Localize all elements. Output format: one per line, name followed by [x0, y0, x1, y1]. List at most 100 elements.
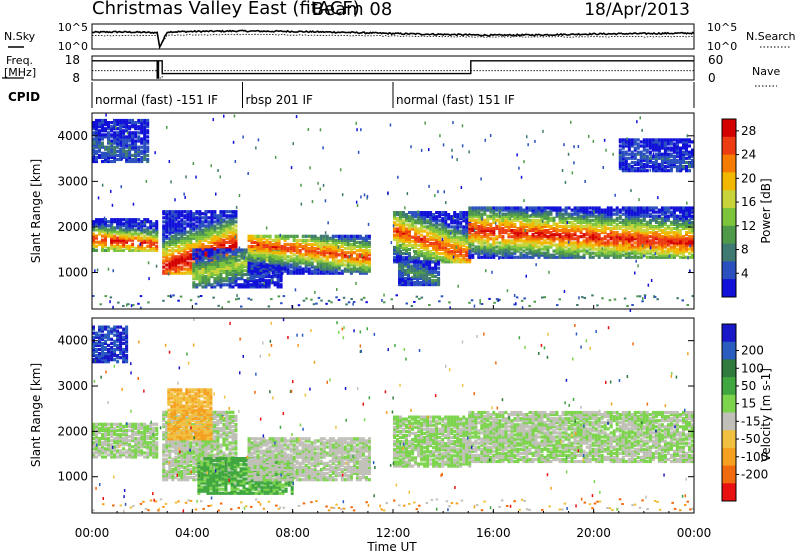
range-cell — [675, 237, 679, 241]
range-cell — [334, 269, 338, 273]
range-cell — [116, 224, 120, 228]
range-cell — [688, 169, 691, 173]
range-cell — [313, 247, 317, 251]
range-cell — [438, 245, 442, 250]
range-cell — [660, 142, 664, 146]
range-cell — [113, 125, 117, 129]
range-cell — [567, 220, 571, 224]
range-cell — [428, 270, 432, 274]
range-cell — [600, 212, 604, 216]
range-cell — [636, 218, 640, 222]
range-cell — [679, 140, 682, 144]
range-cell — [431, 281, 435, 285]
range-cell — [283, 242, 287, 247]
range-cell — [143, 123, 147, 127]
range-cell — [116, 238, 120, 242]
range-cell — [216, 264, 220, 268]
range-cell — [355, 255, 359, 259]
range-cell — [165, 214, 169, 218]
range-cell — [679, 208, 682, 212]
range-cell — [162, 210, 166, 214]
range-cell — [262, 244, 266, 249]
range-cell — [540, 224, 544, 229]
range-cell — [465, 237, 469, 241]
range-cell — [231, 258, 235, 262]
range-cell — [474, 231, 478, 235]
range-cell — [222, 238, 226, 242]
range-cell — [606, 239, 610, 243]
cpid-label: CPID — [8, 90, 40, 104]
range-cell — [149, 246, 153, 250]
range-cell — [189, 261, 193, 265]
range-cell — [606, 243, 610, 247]
range-cell — [624, 253, 628, 257]
range-cell — [116, 145, 120, 149]
ground-scatter-cell — [147, 301, 150, 304]
range-cell — [237, 268, 241, 273]
range-cell — [210, 254, 214, 258]
range-cell — [441, 239, 445, 243]
range-cell — [398, 283, 401, 287]
range-cell — [489, 210, 493, 214]
range-cell — [219, 250, 223, 254]
range-cell — [570, 245, 574, 249]
range-cell — [422, 266, 426, 270]
range-cell — [657, 216, 661, 220]
range-cell — [307, 255, 311, 259]
range-cell — [313, 265, 317, 269]
range-cell — [516, 243, 520, 247]
range-cell — [243, 250, 247, 254]
range-cell — [140, 157, 144, 162]
range-cell — [426, 254, 430, 258]
range-cell — [331, 242, 335, 247]
range-cell — [140, 226, 144, 230]
range-cell — [162, 269, 166, 273]
range-cell — [609, 220, 613, 224]
range-cell — [207, 252, 211, 256]
range-cell — [255, 275, 259, 279]
range-cell — [186, 244, 190, 249]
range-cell — [358, 265, 362, 269]
range-cell — [675, 165, 679, 169]
range-cell — [564, 216, 568, 220]
range-cell — [122, 143, 126, 147]
range-cell — [561, 218, 565, 222]
range-cell — [416, 268, 420, 272]
range-cell — [489, 251, 493, 255]
range-cell — [543, 210, 547, 214]
range-cell — [322, 242, 326, 247]
range-cell — [219, 222, 223, 226]
range-cell — [639, 208, 643, 212]
range-cell — [183, 226, 187, 230]
range-cell — [474, 249, 478, 253]
range-cell — [429, 237, 433, 241]
range-cell — [663, 239, 667, 243]
range-cell — [627, 142, 631, 146]
range-cell — [579, 214, 583, 218]
range-cell — [192, 216, 196, 220]
range-cell — [501, 241, 505, 245]
range-cell — [410, 270, 414, 274]
range-cell — [367, 242, 371, 247]
range-cell — [216, 270, 220, 275]
range-cell — [444, 254, 448, 258]
range-cell — [567, 253, 571, 257]
range-cell — [346, 251, 350, 255]
range-cell — [543, 251, 547, 255]
range-cell — [95, 137, 98, 141]
range-cell — [666, 210, 670, 214]
range-cell — [471, 249, 475, 253]
range-cell — [501, 243, 505, 247]
range-cell — [401, 276, 404, 281]
range-cell — [492, 239, 496, 243]
range-cell — [594, 231, 598, 235]
range-cell — [624, 158, 628, 162]
range-cell — [666, 243, 670, 247]
range-cell — [691, 231, 694, 235]
range-cell — [128, 230, 132, 234]
range-cell — [165, 240, 169, 244]
range-cell — [483, 245, 487, 249]
range-cell — [675, 253, 679, 257]
range-cell — [162, 212, 166, 216]
range-cell — [316, 263, 320, 267]
